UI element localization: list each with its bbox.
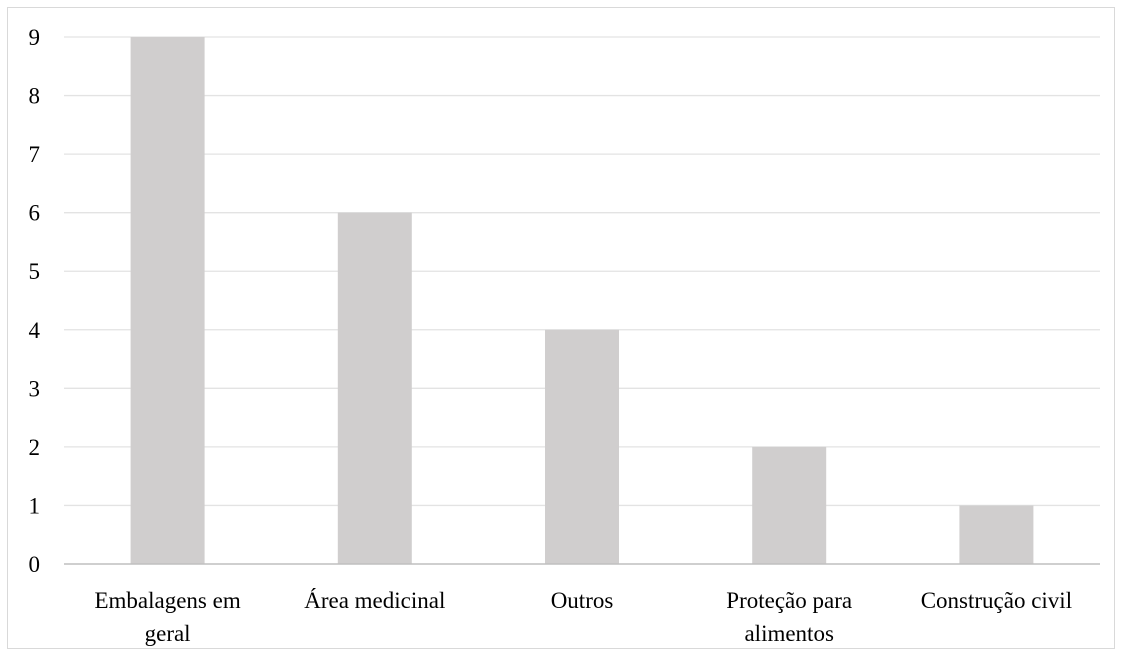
category-label-1: Embalagens em geral xyxy=(94,588,240,646)
category-label-line: Outros xyxy=(551,588,614,613)
y-tick-label-7: 7 xyxy=(29,142,41,167)
bar-4 xyxy=(752,446,827,564)
category-label-line: Construção civil xyxy=(921,588,1072,613)
category-label-line: geral xyxy=(145,621,191,646)
category-label-3: Outros xyxy=(551,588,614,613)
category-label-5: Construção civil xyxy=(921,588,1072,613)
bar-1 xyxy=(130,37,205,564)
category-label-line: alimentos xyxy=(744,621,833,646)
y-tick-label-8: 8 xyxy=(29,84,41,109)
y-tick-label-3: 3 xyxy=(29,376,41,401)
category-label-4: Proteção para alimentos xyxy=(726,588,852,646)
gridlines xyxy=(64,36,1100,507)
category-label-line: Proteção para xyxy=(726,588,852,613)
y-tick-label-6: 6 xyxy=(29,201,41,226)
category-label-line: Área medicinal xyxy=(304,588,445,613)
y-tick-label-4: 4 xyxy=(29,318,41,343)
y-tick-label-2: 2 xyxy=(29,435,41,460)
labels: 0 1 2 3 4 5 6 7 8 9 Embalagens em geral Área medicin… xyxy=(29,25,1073,646)
y-tick-label-9: 9 xyxy=(29,25,41,50)
y-tick-label-5: 5 xyxy=(29,259,41,284)
y-tick-label-0: 0 xyxy=(29,552,41,577)
bars xyxy=(130,37,1034,564)
y-tick-label-1: 1 xyxy=(29,493,41,518)
category-label-2: Área medicinal xyxy=(304,588,445,613)
bar-3 xyxy=(545,329,619,564)
category-label-line: Embalagens em xyxy=(94,588,240,613)
bar-5 xyxy=(959,505,1034,564)
bar-2 xyxy=(337,212,412,564)
